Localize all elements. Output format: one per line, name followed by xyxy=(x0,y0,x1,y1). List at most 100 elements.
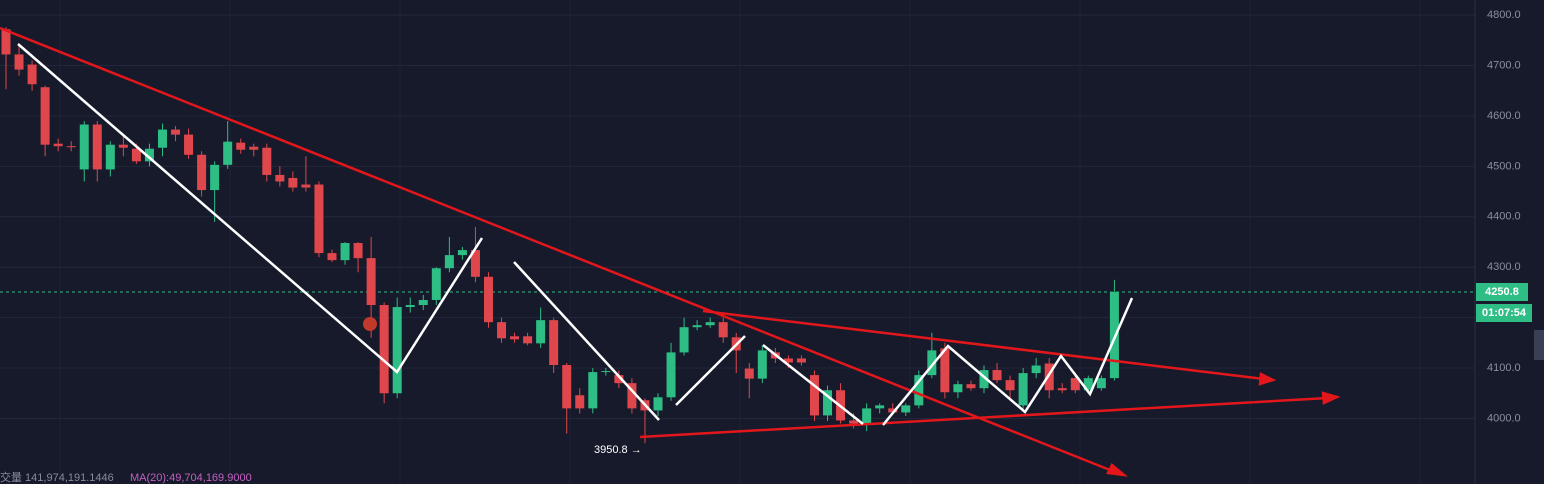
candle-body xyxy=(105,144,115,170)
y-tick-label: 4400.0 xyxy=(1487,211,1521,223)
last-price: 4250.8 xyxy=(1485,286,1519,298)
wave-arrow xyxy=(513,261,660,421)
candle-body xyxy=(1031,365,1041,374)
candle-body xyxy=(966,384,976,389)
candle-body xyxy=(614,375,624,384)
arrow-head xyxy=(1258,372,1277,386)
candle-body xyxy=(1070,378,1080,391)
y-tick-label: 4700.0 xyxy=(1487,59,1521,71)
candle-body xyxy=(1005,380,1015,391)
candle-body xyxy=(249,146,259,150)
candle-body xyxy=(666,352,676,398)
candle-body xyxy=(757,350,767,379)
candle-body xyxy=(236,142,246,150)
candle-body xyxy=(314,184,324,254)
trend-line xyxy=(639,396,1329,439)
wave-arrow xyxy=(882,297,1134,426)
low-annotation: 3950.8 → xyxy=(594,444,642,456)
candle-body xyxy=(1096,378,1106,389)
candle-body xyxy=(27,64,37,85)
candle-body xyxy=(979,370,989,389)
candle-body xyxy=(705,322,715,326)
candle-body xyxy=(1018,373,1028,406)
candle-body xyxy=(301,184,311,188)
candle-body xyxy=(262,147,272,175)
candle-body xyxy=(653,397,663,411)
candle-body xyxy=(1083,378,1093,391)
candle-body xyxy=(823,390,833,416)
candle-body xyxy=(601,371,611,373)
candle-body xyxy=(418,299,428,306)
candle-body xyxy=(275,174,285,182)
candle-body xyxy=(536,320,546,344)
candle-body xyxy=(549,320,559,366)
countdown: 01:07:54 xyxy=(1482,307,1527,319)
candle-body xyxy=(692,325,702,328)
candle-body xyxy=(118,144,128,148)
candle-body xyxy=(523,336,533,344)
y-tick-label: 4300.0 xyxy=(1487,261,1521,273)
candle-body xyxy=(627,383,637,409)
candle-body xyxy=(927,350,937,376)
candle-body xyxy=(744,368,754,379)
wave-arrow xyxy=(762,344,864,425)
price-axis: 4000.04100.04200.04300.04400.04500.04600… xyxy=(1487,9,1521,424)
candle-body xyxy=(1109,292,1119,379)
candle-body xyxy=(953,384,963,393)
candle-body xyxy=(197,154,207,191)
trend-lines xyxy=(0,26,1341,477)
candle-body xyxy=(718,322,728,338)
candle-body xyxy=(1057,388,1067,391)
candle-body xyxy=(353,243,363,259)
ma-label: MA(20):49,704,169.9000 xyxy=(130,472,252,484)
candle-body xyxy=(366,258,376,306)
candle-body xyxy=(327,253,337,261)
candle-body xyxy=(483,276,493,323)
wave-arrow xyxy=(17,43,484,374)
side-handle[interactable] xyxy=(1534,330,1544,360)
candle-body xyxy=(888,408,898,413)
countdown-box xyxy=(1476,304,1532,322)
candle-body xyxy=(914,375,924,406)
candle-body xyxy=(457,250,467,256)
candle-body xyxy=(1,29,11,55)
candle-body xyxy=(470,250,480,277)
candle-body xyxy=(40,87,50,145)
arrow-head xyxy=(1321,391,1341,405)
candle-body xyxy=(510,336,520,340)
candle-body xyxy=(849,420,859,424)
candle-body xyxy=(223,141,233,165)
candle-body xyxy=(66,146,76,148)
candle-body xyxy=(144,148,154,162)
candle-body xyxy=(444,255,454,269)
candle-body xyxy=(340,243,350,261)
y-tick-label: 4100.0 xyxy=(1487,362,1521,374)
candle-body xyxy=(875,405,885,409)
candle-body xyxy=(131,148,141,162)
candle-body xyxy=(497,322,507,339)
marker-icon xyxy=(363,317,377,331)
candle-body xyxy=(171,129,181,135)
candle-body xyxy=(379,305,389,394)
candle-body xyxy=(405,305,415,308)
y-tick-label: 4800.0 xyxy=(1487,9,1521,21)
candle-body xyxy=(157,129,167,148)
candle-body xyxy=(184,134,194,155)
candle-body xyxy=(14,54,24,70)
trend-line xyxy=(702,309,1265,381)
candle-body xyxy=(92,124,102,170)
candle-body xyxy=(575,395,585,409)
candle-body xyxy=(992,370,1002,381)
candle-body xyxy=(679,327,689,353)
candle-body xyxy=(288,177,298,188)
wave-arrows xyxy=(17,43,1134,426)
y-tick-label: 4000.0 xyxy=(1487,412,1521,424)
arrow-head xyxy=(1106,463,1129,477)
candle-body xyxy=(53,143,63,147)
candle-body xyxy=(783,358,793,363)
candle-body xyxy=(940,348,950,393)
candle-body xyxy=(210,164,220,191)
candle-body xyxy=(809,375,819,416)
candle-body xyxy=(392,307,402,394)
